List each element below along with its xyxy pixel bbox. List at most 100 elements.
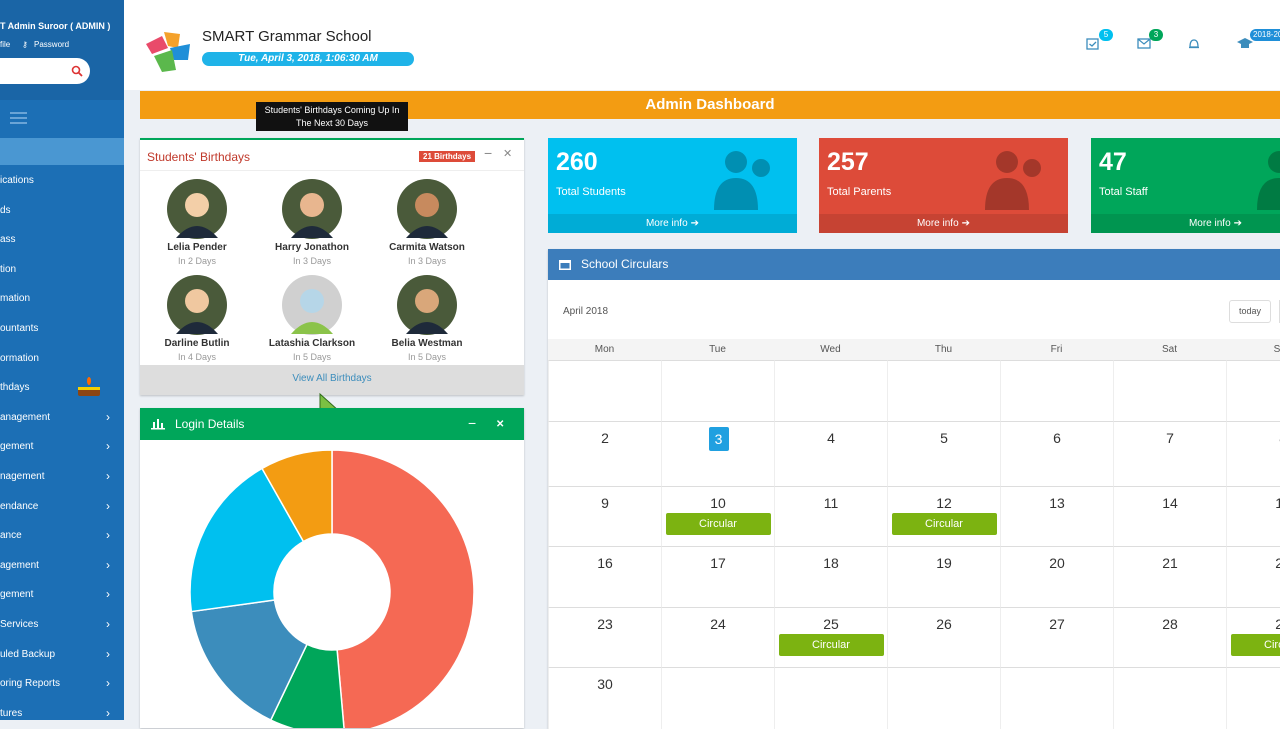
day-number[interactable]: 4	[775, 430, 887, 446]
menu-label: ications	[0, 175, 34, 186]
bell-icon[interactable]	[1187, 37, 1201, 51]
day-cell: 2	[548, 421, 661, 486]
close-button[interactable]: ✕	[503, 147, 512, 160]
icon-head	[725, 151, 747, 173]
menu-toggle[interactable]	[10, 112, 28, 124]
day-number[interactable]: 26	[888, 616, 1000, 632]
menu-item[interactable]: gement›	[0, 580, 124, 609]
collapse-button[interactable]: −	[484, 145, 492, 161]
menu-label: ormation	[0, 353, 39, 364]
day-number[interactable]: 2	[549, 430, 661, 446]
tasks-icon[interactable]	[1086, 37, 1100, 51]
menu-item[interactable]: anagement›	[0, 403, 124, 432]
day-number[interactable]: 21	[1114, 555, 1226, 571]
day-number[interactable]: 25	[775, 616, 887, 632]
today-button[interactable]: today	[1229, 300, 1271, 323]
menu-item[interactable]: Services ›	[0, 610, 124, 639]
menu-item[interactable]: ass	[0, 225, 124, 254]
student-name: Darline Butlin	[140, 338, 257, 349]
day-cell: 23	[548, 607, 661, 667]
mail-icon[interactable]	[1137, 38, 1151, 50]
close-button[interactable]: ✕	[496, 419, 504, 430]
menu-label: Services	[0, 619, 38, 630]
more-info-text: More info	[646, 218, 688, 229]
menu-label: tion	[0, 264, 16, 275]
icon-head	[1268, 151, 1280, 173]
face	[300, 193, 324, 217]
day-number[interactable]: 1	[1227, 369, 1280, 385]
day-number[interactable]: 7	[1114, 430, 1226, 446]
day-number[interactable]: 14	[1114, 495, 1226, 511]
weekday: Sun	[1226, 344, 1280, 355]
day-number[interactable]: 29	[1227, 616, 1280, 632]
menu-item[interactable]: ance›	[0, 521, 124, 550]
day-number[interactable]: 9	[549, 495, 661, 511]
day-number[interactable]: 24	[662, 616, 774, 632]
menu-item[interactable]: oring Reports›	[0, 669, 124, 698]
collapse-button[interactable]: −	[468, 415, 476, 431]
day-number[interactable]: 10	[662, 495, 774, 511]
day-number[interactable]: 30	[549, 676, 661, 692]
menu-arrow: ›	[106, 610, 110, 639]
menu-item[interactable]: ds	[0, 196, 124, 225]
menu-label: ountants	[0, 323, 38, 334]
day-number[interactable]: 22	[1227, 555, 1280, 571]
birthday-when: In 3 Days	[367, 256, 487, 266]
menu-item[interactable]: nagement›	[0, 462, 124, 491]
day-number[interactable]: 3	[709, 427, 729, 451]
day-number[interactable]: 16	[549, 555, 661, 571]
circular-event[interactable]: Circular	[779, 634, 884, 656]
day-number[interactable]: 23	[549, 616, 661, 632]
day-number[interactable]: 28	[1114, 616, 1226, 632]
menu-item[interactable]: gement›	[0, 432, 124, 461]
profile-link[interactable]: file	[0, 40, 10, 49]
day-number[interactable]: 18	[775, 555, 887, 571]
circular-event[interactable]: Circular	[892, 513, 997, 535]
day-number[interactable]: 11	[775, 495, 887, 511]
tasks-badge: 5	[1099, 29, 1113, 41]
menu-item[interactable]: mation	[0, 284, 124, 313]
view-all-link[interactable]: View All Birthdays	[140, 365, 524, 395]
menu-item[interactable]: tion	[0, 255, 124, 284]
menu-item[interactable]: ications	[0, 166, 124, 195]
birthday-when: In 4 Days	[140, 352, 257, 362]
search-icon[interactable]	[71, 65, 83, 77]
day-number[interactable]: 8	[1227, 430, 1280, 446]
menu-item[interactable]: uled Backup›	[0, 640, 124, 669]
day-number[interactable]: 19	[888, 555, 1000, 571]
menu-item[interactable]: thdays	[0, 373, 124, 402]
more-info-link[interactable]: More info➔	[548, 214, 797, 233]
birthdays-title: Students' Birthdays	[147, 150, 250, 164]
day-number[interactable]: 12	[888, 495, 1000, 511]
day-number[interactable]: 5	[888, 430, 1000, 446]
day-number[interactable]: 27	[1001, 616, 1113, 632]
menu-label: thdays	[0, 382, 29, 393]
more-info-link[interactable]: More info➔	[1091, 214, 1280, 233]
session-icon[interactable]	[1237, 38, 1253, 50]
donut-slice	[332, 450, 474, 728]
circular-event[interactable]: Circular	[666, 513, 771, 535]
menu-item[interactable]: tures›	[0, 699, 124, 728]
day-number[interactable]: 6	[1001, 430, 1113, 446]
more-info-link[interactable]: More info➔	[819, 214, 1068, 233]
active-item[interactable]	[0, 138, 124, 165]
menu-item[interactable]: endance›	[0, 492, 124, 521]
circular-event[interactable]: Circular	[1231, 634, 1280, 656]
menu-item[interactable]: ountants	[0, 314, 124, 343]
day-cell: 22	[1226, 546, 1280, 607]
menu-item[interactable]: agement›	[0, 551, 124, 580]
menu-label: endance	[0, 501, 38, 512]
face	[415, 289, 439, 313]
password-link[interactable]: Password	[34, 40, 69, 49]
cake-icon	[75, 375, 103, 399]
menu-item[interactable]: ormation	[0, 344, 124, 373]
birthdays-badge: 21 Birthdays	[419, 151, 475, 162]
day-number[interactable]: 15	[1227, 495, 1280, 511]
more-info-text: More info	[1189, 218, 1231, 229]
day-cell: 18	[774, 546, 887, 607]
student-name: Lelia Pender	[140, 242, 257, 253]
stat-label: Total Parents	[827, 186, 891, 198]
day-number[interactable]: 17	[662, 555, 774, 571]
day-number[interactable]: 20	[1001, 555, 1113, 571]
day-number[interactable]: 13	[1001, 495, 1113, 511]
